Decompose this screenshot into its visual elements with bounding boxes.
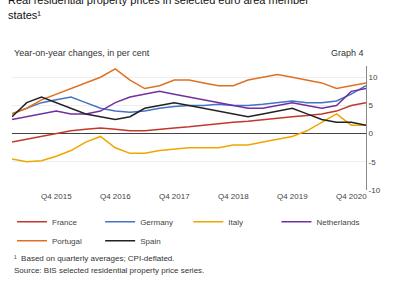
svg-text:-10: -10 <box>369 186 381 195</box>
svg-text:Spain: Spain <box>140 237 160 246</box>
svg-text:0: 0 <box>369 129 374 138</box>
svg-text:Q4 2016: Q4 2016 <box>100 192 131 201</box>
svg-text:Q4 2019: Q4 2019 <box>277 192 308 201</box>
svg-text:Q4 2017: Q4 2017 <box>159 192 190 201</box>
svg-text:Q4 2015: Q4 2015 <box>41 192 72 201</box>
svg-text:Germany: Germany <box>140 218 173 227</box>
svg-text:10: 10 <box>369 73 378 82</box>
svg-text:Graph 4: Graph 4 <box>331 48 364 58</box>
svg-text:Source: BIS selected residenti: Source: BIS selected residential propert… <box>14 266 204 275</box>
svg-text:Real residential property pric: Real residential property prices in sele… <box>8 0 309 21</box>
svg-text:Year-on-year changes, in per c: Year-on-year changes, in per cent <box>14 48 150 58</box>
svg-text:Q4 2020: Q4 2020 <box>336 192 367 201</box>
svg-text:Q4 2018: Q4 2018 <box>218 192 249 201</box>
svg-text:France: France <box>52 218 77 227</box>
svg-text:-5: -5 <box>369 158 377 167</box>
svg-text:¹ Based on quarterly averages: ¹ Based on quarterly averages; CPI-defla… <box>14 254 175 263</box>
svg-text:Italy: Italy <box>228 218 243 227</box>
svg-text:Portugal: Portugal <box>52 237 82 246</box>
svg-text:Netherlands: Netherlands <box>316 218 359 227</box>
svg-text:5: 5 <box>369 101 374 110</box>
